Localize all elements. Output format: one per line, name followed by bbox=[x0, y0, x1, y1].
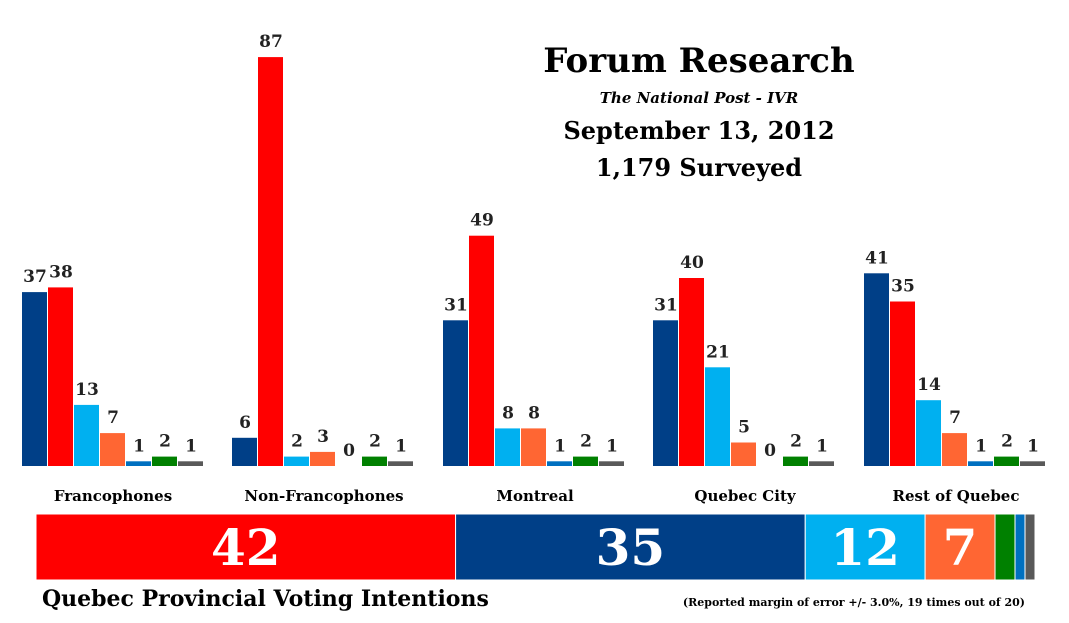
chart-title: Forum Research bbox=[543, 41, 854, 81]
bar-non-francophones-s7 bbox=[388, 461, 413, 466]
bar-quebec-city-s4 bbox=[731, 442, 756, 466]
bar-quebec-city-s6 bbox=[783, 456, 808, 466]
bar-francophones-s4 bbox=[100, 433, 125, 466]
data-label: 37 bbox=[23, 267, 47, 287]
bar-rest-of-quebec-s3 bbox=[916, 400, 941, 466]
data-label: 1 bbox=[606, 436, 618, 456]
data-label: 1 bbox=[133, 436, 145, 456]
bar-francophones-s6 bbox=[152, 456, 177, 466]
survey-date: September 13, 2012 bbox=[563, 116, 834, 145]
data-label: 1 bbox=[185, 436, 197, 456]
bar-montreal-s4 bbox=[521, 428, 546, 466]
bar-non-francophones-s4 bbox=[310, 451, 335, 466]
data-label: 6 bbox=[239, 413, 251, 433]
footer-title: Quebec Provincial Voting Intentions bbox=[42, 586, 489, 612]
data-label: 38 bbox=[49, 262, 73, 282]
overall-segment-4 bbox=[924, 513, 996, 581]
data-label: 49 bbox=[470, 211, 494, 231]
data-label: 1 bbox=[395, 436, 407, 456]
bar-montreal-s6 bbox=[573, 456, 598, 466]
bar-francophones-s1 bbox=[22, 292, 47, 466]
category-label: Rest of Quebec bbox=[893, 487, 1020, 505]
data-label: 2 bbox=[580, 432, 592, 452]
data-label: 35 bbox=[891, 277, 915, 297]
overall-segment-1 bbox=[35, 513, 457, 581]
bar-francophones-s7 bbox=[178, 461, 203, 466]
overall-segment-label: 7 bbox=[943, 518, 978, 577]
bar-rest-of-quebec-s6 bbox=[994, 456, 1019, 466]
overall-segment-5 bbox=[994, 513, 1016, 581]
data-label: 31 bbox=[444, 295, 468, 315]
sample-size: 1,179 Surveyed bbox=[596, 153, 802, 182]
bar-non-francophones-s2 bbox=[258, 57, 283, 466]
overall-segment-3 bbox=[804, 513, 926, 581]
bar-non-francophones-s1 bbox=[232, 437, 257, 466]
overall-stacked-bar: 42 35 12 7 bbox=[35, 513, 1036, 581]
data-label: 2 bbox=[159, 432, 171, 452]
data-label: 3 bbox=[317, 427, 329, 447]
data-label: 8 bbox=[528, 403, 540, 423]
bar-rest-of-quebec-s4 bbox=[942, 433, 967, 466]
bar-rest-of-quebec-s1 bbox=[864, 273, 889, 466]
chart-subtitle: The National Post - IVR bbox=[600, 89, 799, 107]
bar-quebec-city-s3 bbox=[705, 367, 730, 466]
bar-francophones-s5 bbox=[126, 461, 151, 466]
bar-montreal-s1 bbox=[443, 320, 468, 466]
data-label: 87 bbox=[259, 32, 283, 52]
category-label: Non-Francophones bbox=[244, 487, 403, 505]
data-label: 0 bbox=[343, 441, 355, 461]
category-label: Quebec City bbox=[694, 487, 796, 505]
overall-segment-6 bbox=[1014, 513, 1026, 581]
data-label: 8 bbox=[502, 403, 514, 423]
bar-rest-of-quebec-s2 bbox=[890, 301, 915, 466]
data-label: 2 bbox=[369, 432, 381, 452]
bar-montreal-s3 bbox=[495, 428, 520, 466]
bar-montreal-s5 bbox=[547, 461, 572, 466]
data-label: 14 bbox=[917, 375, 941, 395]
overall-segment-7 bbox=[1024, 513, 1036, 581]
bar-quebec-city-s2 bbox=[679, 278, 704, 466]
category-label: Montreal bbox=[496, 487, 574, 505]
data-label: 21 bbox=[706, 342, 730, 362]
bar-quebec-city-s1 bbox=[653, 320, 678, 466]
data-label: 5 bbox=[738, 418, 750, 438]
bar-non-francophones-s3 bbox=[284, 456, 309, 466]
data-label: 7 bbox=[949, 408, 961, 428]
data-label: 7 bbox=[107, 408, 119, 428]
data-label: 2 bbox=[790, 432, 802, 452]
bar-francophones-s2 bbox=[48, 287, 73, 466]
overall-segment-2 bbox=[455, 513, 806, 581]
bar-quebec-city-s7 bbox=[809, 461, 834, 466]
data-label: 1 bbox=[975, 436, 987, 456]
bar-non-francophones-s6 bbox=[362, 456, 387, 466]
overall-segment-label: 35 bbox=[596, 518, 666, 577]
overall-segment-label: 42 bbox=[211, 518, 281, 577]
category-label: Francophones bbox=[54, 487, 172, 505]
data-label: 2 bbox=[291, 432, 303, 452]
bar-francophones-s3 bbox=[74, 404, 99, 466]
data-label: 1 bbox=[816, 436, 828, 456]
bar-rest-of-quebec-s7 bbox=[1020, 461, 1045, 466]
overall-segment-label: 12 bbox=[830, 518, 900, 577]
bar-montreal-s2 bbox=[469, 235, 494, 466]
data-label: 1 bbox=[1027, 436, 1039, 456]
bar-rest-of-quebec-s5 bbox=[968, 461, 993, 466]
data-label: 13 bbox=[75, 380, 99, 400]
data-label: 2 bbox=[1001, 432, 1013, 452]
data-label: 0 bbox=[764, 441, 776, 461]
bar-montreal-s7 bbox=[599, 461, 624, 466]
category-labels: Francophones Non-Francophones Montreal Queb… bbox=[54, 487, 1020, 505]
margin-of-error-note: (Reported margin of error +/- 3.0%, 19 t… bbox=[683, 596, 1025, 609]
data-label: 41 bbox=[865, 248, 889, 268]
data-label: 31 bbox=[654, 295, 678, 315]
data-label: 1 bbox=[554, 436, 566, 456]
data-label: 40 bbox=[680, 253, 704, 273]
